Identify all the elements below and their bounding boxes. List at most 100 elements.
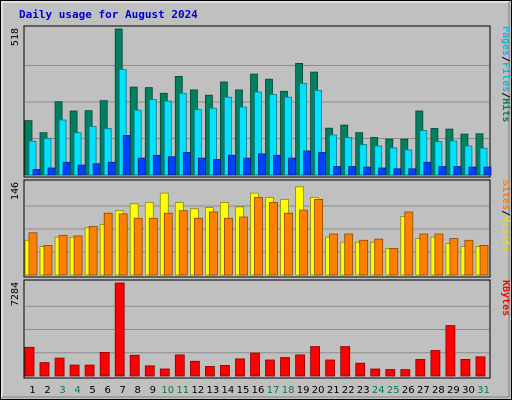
bar-sites xyxy=(464,239,474,276)
bar-sites xyxy=(269,202,278,276)
legend: Sites/Visits xyxy=(500,180,512,252)
bar-sites xyxy=(254,197,263,276)
bar-files xyxy=(404,149,413,176)
bar-kbytes xyxy=(84,364,95,377)
bar-files xyxy=(178,92,187,176)
day-label: 9 xyxy=(150,385,156,396)
day-label: 7 xyxy=(120,385,126,396)
day-label: 28 xyxy=(432,385,445,396)
bar-sites xyxy=(103,212,113,276)
bar-sites xyxy=(314,198,324,276)
bar-kbytes xyxy=(430,350,441,377)
bar-files xyxy=(43,137,52,176)
day-label: 26 xyxy=(402,385,415,396)
bar-pages xyxy=(423,161,432,176)
bar-pages xyxy=(288,157,296,176)
bar-pages xyxy=(227,154,236,176)
bar-kbytes xyxy=(235,358,245,377)
bar-pages xyxy=(258,153,266,176)
legend-entry: Pages xyxy=(500,26,511,56)
bar-sites xyxy=(374,238,384,276)
bar-files xyxy=(419,130,428,176)
day-label: 18 xyxy=(282,385,295,396)
day-label: 19 xyxy=(297,385,310,396)
panel-visits_sites: 146 Sites/Visits xyxy=(10,179,512,278)
bar-sites xyxy=(148,217,158,276)
day-label: 5 xyxy=(89,385,95,396)
bar-kbytes xyxy=(370,368,381,377)
bar-files xyxy=(479,147,488,176)
bar-files xyxy=(88,126,97,176)
bar-sites xyxy=(193,217,203,276)
bar-files xyxy=(28,140,37,176)
bar-pages xyxy=(167,156,176,176)
bar-files xyxy=(389,147,398,176)
y-max-label: 7284 xyxy=(10,282,21,306)
bar-kbytes xyxy=(415,358,426,377)
bar-files xyxy=(314,90,323,176)
bar-sites xyxy=(208,211,218,276)
day-label: 3 xyxy=(59,385,65,396)
bar-pages xyxy=(378,167,387,176)
bar-kbytes xyxy=(385,369,396,377)
bar-pages xyxy=(182,152,191,176)
day-label: 6 xyxy=(105,385,111,396)
day-label: 29 xyxy=(447,385,460,396)
bar-kbytes xyxy=(189,360,200,377)
bar-files xyxy=(223,96,232,176)
bar-kbytes xyxy=(24,346,35,377)
bar-kbytes xyxy=(69,364,80,377)
legend-entry: / xyxy=(500,92,511,98)
bar-sites xyxy=(449,238,459,276)
bar-pages xyxy=(212,159,221,176)
bar-sites xyxy=(434,233,444,276)
bar-files xyxy=(329,134,338,176)
bar-sites xyxy=(118,213,128,276)
bar-kbytes xyxy=(280,357,290,377)
day-label: 16 xyxy=(252,385,265,396)
bar-files xyxy=(239,106,247,176)
day-label: 22 xyxy=(342,385,355,396)
day-label: 25 xyxy=(387,385,400,396)
bar-kbytes xyxy=(340,346,351,377)
bar-kbytes xyxy=(219,364,230,377)
bar-kbytes xyxy=(265,359,275,377)
bar-pages xyxy=(32,168,41,176)
bar-pages xyxy=(453,166,462,176)
bar-pages xyxy=(243,157,251,176)
day-label: 14 xyxy=(222,385,235,396)
bar-files xyxy=(148,99,157,176)
y-max-label: 518 xyxy=(10,28,21,46)
day-label: 13 xyxy=(207,385,220,396)
bar-files xyxy=(163,100,172,176)
day-label: 17 xyxy=(267,385,280,396)
day-label: 10 xyxy=(161,385,174,396)
y-max-label: 146 xyxy=(10,182,21,200)
bar-sites xyxy=(178,210,188,276)
bar-files xyxy=(434,141,443,176)
bar-sites xyxy=(58,234,68,276)
bar-kbytes xyxy=(475,356,486,377)
day-label: 12 xyxy=(192,385,205,396)
bar-sites xyxy=(479,244,489,276)
bar-pages xyxy=(62,161,71,176)
bar-sites xyxy=(329,233,339,276)
legend-entry: / xyxy=(500,56,511,62)
legend-entry: KBytes xyxy=(500,280,511,316)
series-kbytes xyxy=(24,282,486,377)
bar-sites xyxy=(389,248,399,276)
bar-files xyxy=(58,119,67,176)
bar-kbytes xyxy=(174,354,185,377)
bar-pages xyxy=(483,166,492,176)
bar-kbytes xyxy=(355,362,366,377)
legend-entry: Sites xyxy=(500,180,512,210)
bar-sites xyxy=(404,211,414,276)
bar-pages xyxy=(333,166,342,176)
bar-kbytes xyxy=(460,358,471,377)
legend-entry: / xyxy=(500,210,511,216)
bar-kbytes xyxy=(310,346,321,377)
bar-files xyxy=(133,109,142,176)
bar-kbytes xyxy=(400,369,411,377)
series-sites xyxy=(28,197,489,276)
